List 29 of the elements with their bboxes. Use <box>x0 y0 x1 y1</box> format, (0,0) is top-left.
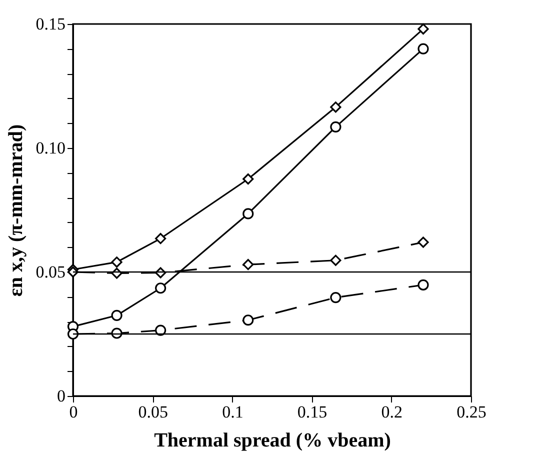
y-axis-title: εn x,y (π-mm-mrad) <box>4 124 27 297</box>
point <box>111 256 122 268</box>
point <box>418 43 429 54</box>
point <box>111 310 122 321</box>
point <box>330 254 342 266</box>
y-tick-label: 0 <box>57 386 66 406</box>
point <box>330 292 342 304</box>
point <box>330 121 342 132</box>
y-tick-label: 0.05 <box>36 262 66 282</box>
point <box>418 236 429 248</box>
point <box>242 173 254 185</box>
point <box>418 23 429 35</box>
point <box>330 102 342 113</box>
point <box>155 324 166 336</box>
point <box>242 208 254 220</box>
y-tick-label: 0.10 <box>36 138 66 158</box>
x-tick-label: 0.2 <box>381 402 403 422</box>
point <box>242 259 254 270</box>
point <box>418 279 429 290</box>
x-tick-label: 0.1 <box>222 402 244 422</box>
x-tick-label: 0 <box>69 402 78 422</box>
point <box>242 314 254 326</box>
point <box>155 282 166 294</box>
x-tick-label: 0.25 <box>456 402 486 422</box>
point <box>155 232 166 244</box>
y-tick-label: 0.15 <box>36 14 66 34</box>
x-tick-label: 0.05 <box>138 402 168 422</box>
x-tick-label: 0.15 <box>297 402 328 422</box>
x-axis-title: Thermal spread (% vbeam) <box>154 430 391 452</box>
